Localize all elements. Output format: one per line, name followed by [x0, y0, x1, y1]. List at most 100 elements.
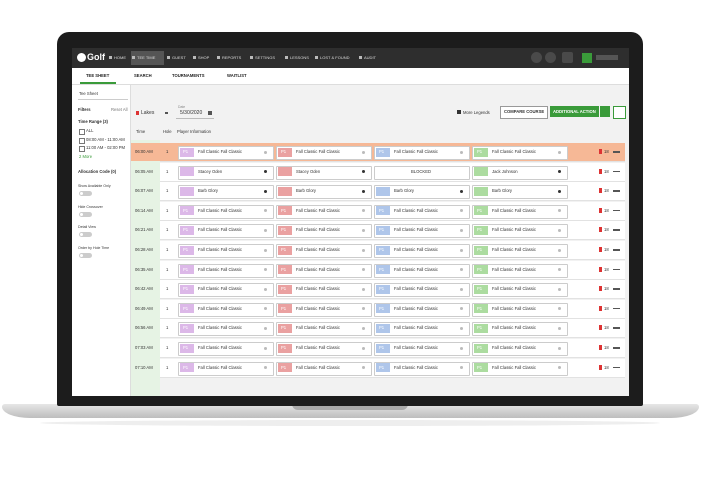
player-slot[interactable] [276, 244, 372, 258]
player-slot[interactable] [178, 302, 274, 317]
nav-button[interactable] [545, 52, 556, 63]
player-slot[interactable] [178, 165, 274, 180]
row-menu[interactable] [613, 190, 620, 192]
player-slot[interactable] [374, 283, 470, 298]
add-button[interactable] [613, 106, 626, 119]
player-slot[interactable] [374, 244, 470, 258]
toggle-label: Show Available Only [78, 184, 111, 188]
nav-item[interactable]: REPORTS [222, 55, 242, 60]
more-legends[interactable]: More Legends [463, 110, 490, 115]
date-input[interactable] [176, 108, 214, 119]
row-menu[interactable] [613, 347, 620, 349]
player-slot[interactable] [472, 263, 568, 278]
action-button[interactable] [550, 106, 599, 117]
toggle[interactable] [79, 211, 92, 217]
column-header: Player Information [177, 129, 211, 134]
player-slot[interactable] [472, 185, 568, 200]
nav-item[interactable]: HOME [114, 55, 126, 60]
row-menu[interactable] [613, 209, 620, 212]
player-slot[interactable] [374, 322, 470, 337]
row-menu[interactable] [613, 170, 620, 173]
player-slot[interactable] [472, 224, 568, 239]
nav-item[interactable]: TEE TIME [137, 55, 156, 60]
player-slot[interactable] [472, 361, 568, 376]
tab[interactable]: TEE SHEET [86, 73, 110, 78]
player-slot[interactable] [276, 283, 372, 298]
tab[interactable]: TOURNAMENTS [172, 73, 205, 78]
slot-icon [264, 248, 267, 252]
player-slot[interactable] [374, 342, 470, 356]
compare-button[interactable] [500, 106, 548, 119]
player-slot[interactable] [276, 263, 372, 278]
toggle[interactable] [79, 252, 92, 258]
player-slot[interactable] [178, 263, 274, 278]
player-slot[interactable] [472, 283, 568, 298]
player-slot[interactable] [472, 244, 568, 258]
nav-button[interactable] [531, 52, 542, 63]
player-slot[interactable] [472, 204, 568, 219]
more-link[interactable]: 2 More [79, 154, 93, 159]
player-slot[interactable] [178, 361, 274, 376]
player-slot[interactable] [276, 146, 372, 160]
player-slot[interactable] [178, 224, 274, 239]
row-menu[interactable] [613, 307, 620, 310]
nav-item[interactable]: SHOP [198, 55, 210, 60]
slot-icon [460, 287, 463, 291]
nav-item[interactable]: GUEST [172, 55, 186, 60]
row-menu[interactable] [613, 327, 620, 329]
player-slot[interactable] [374, 165, 470, 180]
slot-icon [460, 209, 463, 213]
nav-button[interactable] [562, 52, 573, 63]
player-slot[interactable] [178, 204, 274, 219]
player-slot[interactable] [178, 146, 274, 160]
player-slot[interactable] [374, 185, 470, 200]
player-slot[interactable] [276, 165, 372, 180]
reset-all[interactable]: Reset All [111, 107, 128, 112]
player-slot[interactable] [374, 302, 470, 317]
row-menu[interactable] [613, 229, 620, 231]
checkbox[interactable] [79, 129, 85, 135]
player-slot[interactable] [374, 204, 470, 219]
player-slot[interactable] [472, 165, 568, 180]
checkbox[interactable] [79, 137, 85, 144]
tab[interactable]: SEARCH [134, 73, 152, 78]
player-slot[interactable] [374, 361, 470, 376]
nav-item[interactable]: AUDIT [364, 55, 376, 60]
player-slot[interactable] [178, 244, 274, 258]
player-slot[interactable] [276, 204, 372, 219]
player-slot[interactable] [276, 342, 372, 356]
player-slot[interactable] [374, 224, 470, 239]
toggle[interactable] [79, 232, 92, 237]
nav-item[interactable]: SETTINGS [255, 55, 276, 60]
player-slot[interactable] [276, 361, 372, 376]
action-caret[interactable] [600, 106, 610, 117]
player-badge [376, 265, 390, 275]
player-slot[interactable] [178, 342, 274, 356]
player-slot[interactable] [472, 322, 568, 337]
nav-item[interactable]: LESSONS [290, 55, 309, 60]
checkbox[interactable] [79, 146, 85, 152]
player-slot[interactable] [374, 263, 470, 278]
player-slot[interactable] [472, 146, 568, 160]
row-menu[interactable] [613, 268, 620, 271]
view-select[interactable] [78, 89, 128, 100]
player-slot[interactable] [178, 185, 274, 200]
tab[interactable]: WAITLIST [227, 73, 247, 78]
player-slot[interactable] [374, 146, 470, 160]
player-slot[interactable] [472, 302, 568, 317]
player-slot[interactable] [276, 224, 372, 239]
toggle[interactable] [79, 191, 92, 196]
row-menu[interactable] [613, 151, 620, 153]
row-menu[interactable] [613, 366, 620, 369]
row-menu[interactable] [613, 249, 620, 251]
course[interactable]: Lakes [141, 110, 155, 116]
player-slot[interactable] [276, 322, 372, 337]
row-menu[interactable] [613, 288, 620, 290]
player-slot[interactable] [276, 185, 372, 200]
player-slot[interactable] [276, 302, 372, 317]
player-slot[interactable] [472, 342, 568, 356]
player-name: Fall Classic Fall Classic [394, 149, 438, 154]
player-slot[interactable] [178, 283, 274, 298]
player-slot[interactable] [178, 322, 274, 337]
nav-item[interactable]: LOST & FOUND [320, 55, 350, 60]
